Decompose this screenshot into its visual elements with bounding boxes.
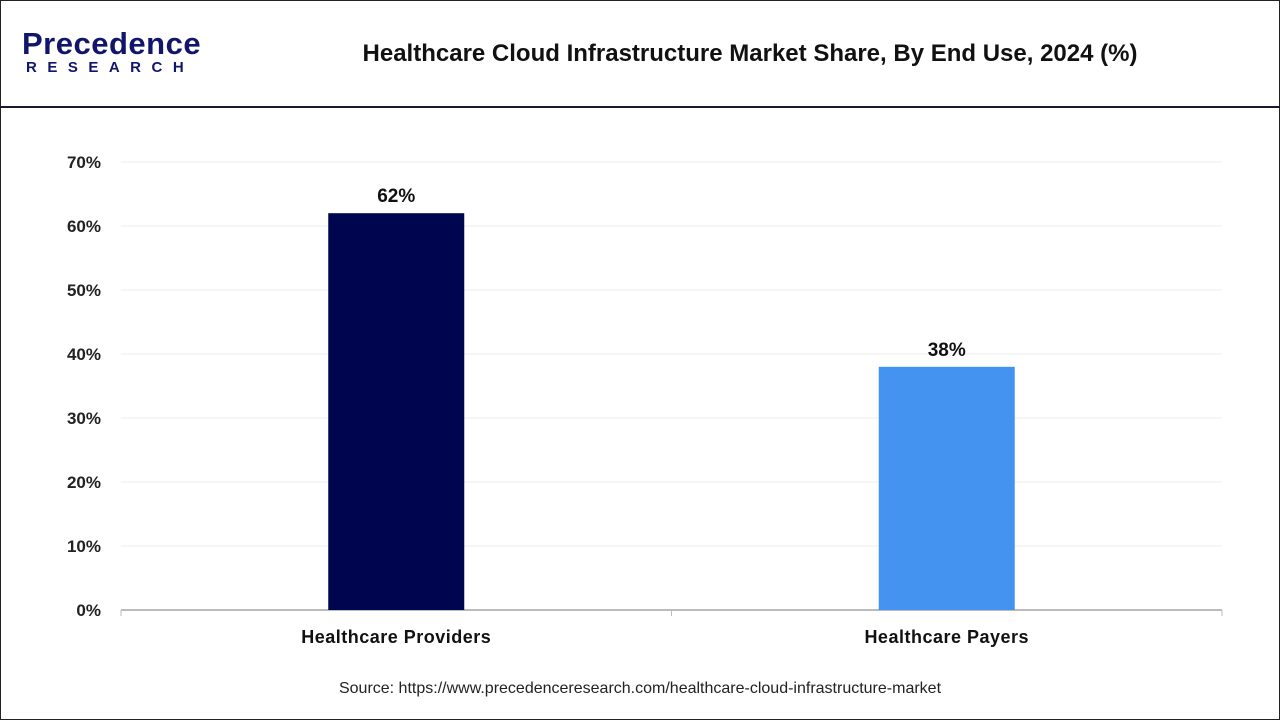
precedence-research-logo: Precedence RESEARCH — [22, 28, 201, 76]
y-tick-label: 10% — [67, 537, 101, 556]
data-label: 38% — [928, 340, 966, 361]
logo-subtext: RESEARCH — [26, 59, 195, 76]
y-tick-label: 20% — [67, 473, 101, 492]
chart-title: Healthcare Cloud Infrastructure Market S… — [362, 40, 1138, 67]
y-tick-label: 30% — [67, 409, 101, 428]
y-tick-label: 40% — [67, 345, 101, 364]
y-tick-label: 50% — [67, 281, 101, 300]
logo-word: Precedence — [22, 26, 202, 61]
x-category-label: Healthcare Providers — [301, 627, 491, 647]
y-tick-label: 60% — [67, 217, 101, 236]
data-label: 62% — [377, 186, 415, 207]
x-category-label: Healthcare Payers — [864, 627, 1029, 647]
y-tick-label: 70% — [67, 153, 101, 172]
header: Precedence RESEARCH Healthcare Cloud Inf… — [0, 0, 1280, 108]
y-tick-label: 0% — [76, 601, 101, 620]
source-text: Source: https://www.precedenceresearch.c… — [338, 680, 942, 697]
bar-0 — [328, 213, 465, 610]
bar-1 — [878, 366, 1015, 610]
